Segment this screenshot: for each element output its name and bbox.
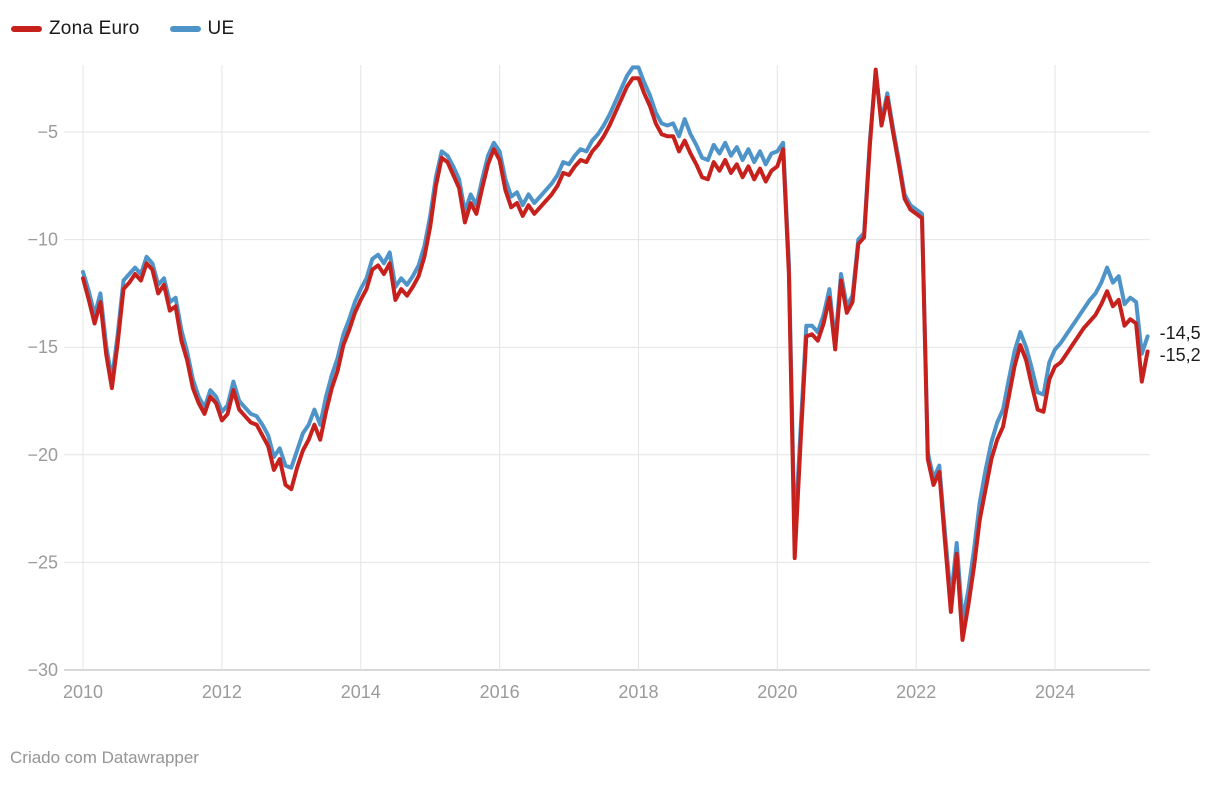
y-tick-label: −30 <box>27 660 58 680</box>
series-line-ue[interactable] <box>81 65 1150 623</box>
end-value-label-zona-euro: -15,2 <box>1160 345 1201 365</box>
y-tick-label: −25 <box>27 552 58 572</box>
x-tick-label: 2022 <box>896 682 936 702</box>
series-line-zona-euro[interactable] <box>81 67 1150 642</box>
legend-label-ue: UE <box>207 18 235 39</box>
y-tick-label: −20 <box>27 445 58 465</box>
x-tick-label: 2024 <box>1035 682 1075 702</box>
x-tick-label: 2012 <box>202 682 242 702</box>
legend-label-zona-euro: Zona Euro <box>49 18 140 39</box>
end-value-label-ue: -14,5 <box>1160 323 1201 343</box>
x-tick-label: 2018 <box>618 682 658 702</box>
legend-item-zona-euro: Zona Euro <box>11 18 140 40</box>
x-tick-label: 2020 <box>757 682 797 702</box>
datawrapper-attribution-link[interactable]: Criado com Datawrapper <box>10 748 199 767</box>
chart-legend: Zona Euro UE <box>11 18 234 40</box>
x-tick-label: 2016 <box>480 682 520 702</box>
y-tick-label: −15 <box>27 337 58 357</box>
zona-euro-line-swatch-icon <box>11 26 42 32</box>
legend-item-ue: UE <box>169 18 235 40</box>
x-tick-label: 2014 <box>341 682 381 702</box>
x-tick-label: 2010 <box>63 682 103 702</box>
ue-line-swatch-icon <box>169 26 201 32</box>
y-tick-label: −10 <box>27 230 58 250</box>
y-tick-label: −5 <box>37 122 58 142</box>
